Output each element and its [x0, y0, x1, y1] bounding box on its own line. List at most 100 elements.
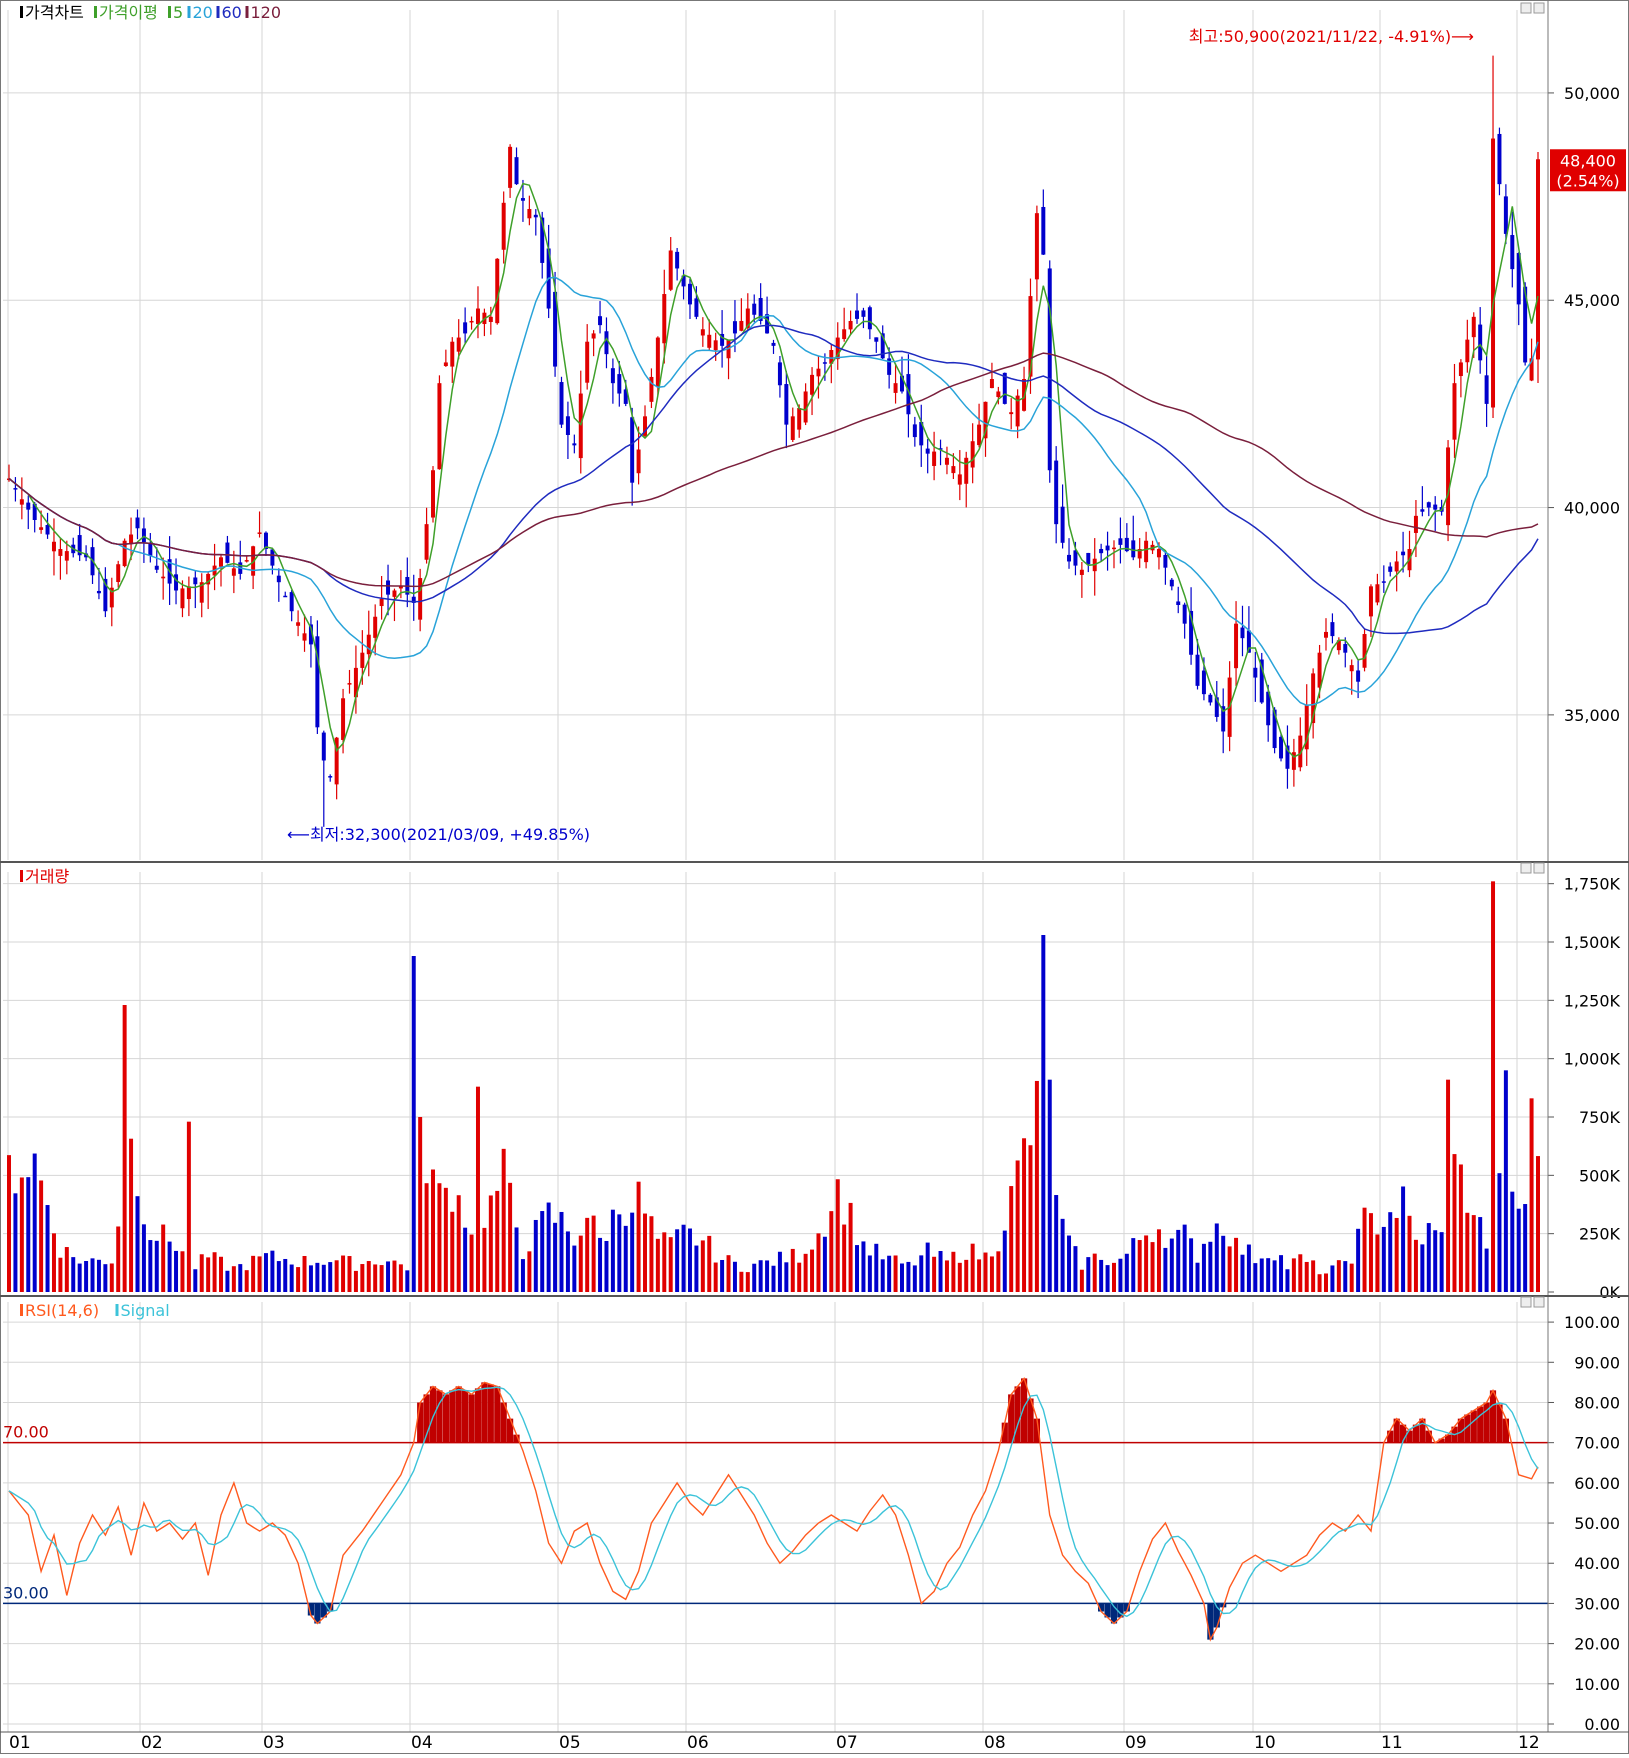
candle-body: [1156, 549, 1161, 558]
candle-body: [1201, 670, 1206, 695]
volume-bar: [1041, 935, 1046, 1292]
candle-body: [752, 303, 757, 315]
volume-bar: [334, 1260, 339, 1292]
candle-body: [1420, 509, 1425, 512]
volume-bar: [1388, 1212, 1393, 1292]
candle-body: [700, 329, 705, 336]
candle-body: [983, 401, 988, 439]
volume-bar: [829, 1211, 834, 1292]
volume-bar: [1002, 1230, 1007, 1292]
volume-bar: [630, 1212, 635, 1292]
rsi-tick-label: 20.00: [1574, 1635, 1620, 1654]
candle-body: [141, 528, 146, 543]
volume-bar: [347, 1256, 352, 1292]
volume-bar: [578, 1235, 583, 1292]
volume-bar: [1426, 1223, 1431, 1292]
volume-bar: [13, 1193, 18, 1292]
candle-body: [1401, 551, 1406, 556]
legend-ma-20: 20: [193, 3, 213, 22]
volume-bar: [193, 1269, 198, 1292]
candle-body: [822, 362, 827, 364]
x-tick-label: 08: [984, 1733, 1006, 1753]
candle-body: [1169, 579, 1174, 587]
candle-body: [180, 588, 185, 609]
volume-bar: [96, 1259, 101, 1292]
candle-body: [495, 258, 500, 324]
volume-tick-label: 750K: [1579, 1108, 1621, 1127]
volume-bar: [1009, 1186, 1014, 1292]
candle-body: [1330, 622, 1335, 637]
volume-bar: [7, 1155, 11, 1292]
x-tick-label: 09: [1125, 1733, 1147, 1753]
volume-bar: [643, 1213, 648, 1292]
rsi-tick-label: 0.00: [1584, 1715, 1620, 1734]
volume-bar: [739, 1271, 744, 1292]
volume-bar: [565, 1231, 570, 1292]
candle-body: [578, 393, 583, 459]
volume-bar: [103, 1264, 108, 1292]
volume-bar: [1317, 1274, 1322, 1292]
panel-minimize-button[interactable]: [1520, 1296, 1532, 1308]
rsi-oversold-fill: [307, 1603, 1227, 1640]
volume-bar: [951, 1251, 956, 1292]
axis-layer: 01 02 03 04 05 06 07 08 09 10 11 12 35,000 40,000 45,0…: [9, 84, 1621, 1753]
volume-bar: [1375, 1234, 1380, 1292]
volume-bar: [19, 1177, 24, 1292]
legend-price: 가격차트: [25, 3, 84, 22]
volume-bar: [1240, 1254, 1245, 1292]
candle-body: [527, 209, 532, 219]
volume-bar: [887, 1255, 892, 1292]
ma-line-20: [8, 276, 1539, 707]
price-panel: 최고:50,900(2021/11/22, -4.91%)⟶ ⟵최저:32,300…: [7, 27, 1626, 844]
volume-bar: [777, 1251, 782, 1292]
volume-bar: [655, 1238, 660, 1292]
candle-body: [353, 667, 358, 698]
candle-body: [1137, 549, 1142, 559]
candle-body: [1266, 691, 1271, 726]
legend-swatch: [168, 6, 171, 18]
candle-body: [1426, 502, 1431, 508]
candle-body: [572, 443, 577, 446]
volume-bar: [1304, 1261, 1309, 1292]
legend-ma-5: 5: [173, 3, 183, 22]
volume-bar: [964, 1259, 969, 1292]
candle-body: [681, 275, 686, 287]
volume-bar: [700, 1240, 705, 1292]
candle-body: [970, 441, 975, 468]
candle-body: [129, 534, 134, 545]
panel-minimize-button[interactable]: [1520, 2, 1532, 14]
candle-body: [1523, 286, 1528, 363]
panel-close-button[interactable]: [1533, 862, 1545, 874]
candle-body: [1388, 566, 1393, 572]
candle-body: [553, 291, 558, 367]
volume-bar: [71, 1257, 76, 1292]
volume-bar: [848, 1202, 853, 1292]
volume-bar: [1176, 1229, 1181, 1292]
candle-body: [193, 577, 198, 585]
legend-swatch: [187, 6, 191, 18]
candle-body: [957, 474, 962, 485]
panel-close-button[interactable]: [1533, 2, 1545, 14]
volume-bar: [1510, 1191, 1515, 1292]
panel-close-button[interactable]: [1533, 1296, 1545, 1308]
volume-bar: [231, 1266, 236, 1292]
candle-body: [1246, 630, 1251, 653]
panel-minimize-button[interactable]: [1520, 862, 1532, 874]
candle-body: [1015, 395, 1020, 427]
volume-bar: [39, 1180, 44, 1292]
candle-body: [51, 541, 56, 552]
volume-bar: [289, 1264, 294, 1292]
volume-bar: [1311, 1260, 1316, 1292]
candle-body: [1240, 627, 1245, 639]
rsi-tick-label: 70.00: [1574, 1434, 1620, 1453]
volume-tick-label: 250K: [1579, 1225, 1621, 1244]
volume-bar: [1022, 1138, 1027, 1292]
volume-bar: [944, 1260, 949, 1292]
volume-bar: [598, 1237, 603, 1292]
x-tick-label: 07: [836, 1733, 858, 1753]
candle-body: [893, 383, 898, 393]
volume-bar: [328, 1262, 333, 1292]
volume-bar: [1137, 1240, 1142, 1292]
candle-body: [392, 590, 397, 597]
volume-bar: [431, 1169, 435, 1292]
